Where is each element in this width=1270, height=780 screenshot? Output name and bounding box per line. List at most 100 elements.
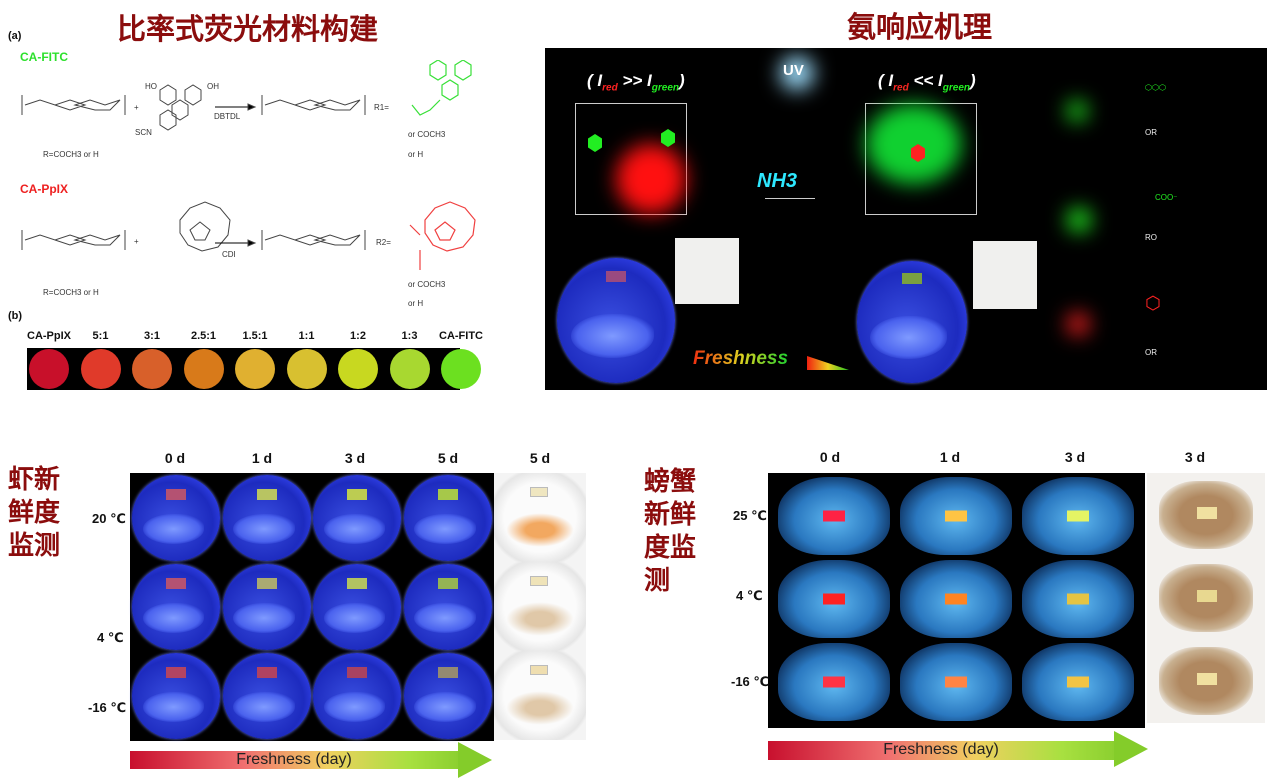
sensor-strip [530,576,548,586]
freshness-triangle [807,356,849,370]
shrimp-uv-plate [313,564,401,650]
shrimp-daylight-photo [494,473,586,562]
green-unit-deprotonated-icon [1067,208,1091,232]
or-h-2: or H [408,299,424,308]
green-fluorophore [588,134,602,152]
uv-lamp-glow [780,56,814,90]
shrimp-uv-plate [132,564,220,650]
r2-equals: R2= [376,238,391,247]
shrimp-body [506,513,574,547]
shrimp-image [233,602,295,633]
sensor-strip [530,487,548,497]
crab-row-temperature: 4 ℃ [736,588,763,603]
sensor-strip [945,510,967,522]
section-title-mechanism: 氨响应机理 [847,10,993,44]
sensor-strip [530,665,548,675]
ratio-label: 3:1 [144,330,160,342]
shrimp-column-header: 3 d [344,450,366,466]
fitc-structure: ⬡⬡⬡ [1145,83,1166,92]
shrimp-uv-plate [313,653,401,739]
crab-section-title: 螃蟹新鲜度监测 [644,467,697,596]
oh-group: OH [207,82,219,91]
sensor-strip [823,510,845,522]
cellulose-structure-1: OR [1145,128,1157,137]
shrimp-image [142,691,205,722]
cellulose-structure-2: RO [1145,233,1157,242]
ratio-color-dot [338,349,378,389]
crab-uv-image [1022,477,1134,555]
shrimp-column-header: 5 d [437,450,459,466]
sensor-strip [256,577,277,589]
ratio-color-dot [441,349,481,389]
sensor-strip [1197,673,1217,685]
shrimp-column-header: 5 d [529,450,551,466]
shrimp-uv-plate [222,564,311,650]
shrimp-plate-fresh [557,258,675,383]
shrimp-row-temperature: 4 ℃ [97,630,124,645]
ratio-color-dot [29,349,69,389]
nh3-label: NH3 [757,170,798,192]
shrimp-uv-plate [403,475,492,561]
plus-sign-2: + [134,237,139,246]
ratio-red-dominant: ( Ired >> Igreen) [587,71,685,94]
ratio-color-dot [389,349,430,389]
shrimp-uv-plate [132,475,220,561]
ca-pplx-label: CA-PpIX [20,182,68,196]
ratio-series: CA-PpIX 5:1 3:1 2.5:1 1.5:1 1:1 1:2 1:3 CA-FITC [0,0,540,400]
shrimp-body [506,602,574,636]
sensor-strip [166,577,186,589]
shrimp-row-temperature: -16 ℃ [88,700,127,715]
ratio-green-dominant: ( Ired << Igreen) [878,71,976,94]
mechanism-panel: UV ( Ired >> Igreen) ( Ired << Igreen) N… [545,48,1267,390]
crab-uv-image [1022,643,1134,721]
green-glow [866,104,961,184]
sensor-strip [823,676,845,688]
r1-equals: R1= [374,103,389,112]
sensor-strip [823,593,845,605]
section-title-construction: 比率式荧光材料构建 [117,12,379,46]
ca-fitc-label: CA-FITC [20,50,68,64]
sensor-strip [945,593,967,605]
crab-daylight-photo [1147,473,1265,557]
crab-column-header: 1 d [939,449,961,465]
r-definition-2: R=COCH3 or H [43,288,99,297]
sensor-strip [166,666,186,678]
crab-uv-image [900,643,1012,721]
crab-uv-image [900,560,1012,638]
crab-uv-image [778,560,890,638]
ho-group: HO [145,82,157,91]
shrimp-image [414,602,476,633]
cellulose-structure-3: OR [1145,348,1157,357]
shrimp-plate-spoiled [857,261,967,383]
shrimp-uv-plate [403,564,492,650]
shrimp-arrow-label: Freshness (day) [236,751,352,768]
reagent-dbtdl: DBTDL [214,112,241,121]
plus-sign-1: + [134,103,139,112]
red-glow [616,144,686,214]
crab-column-header: 3 d [1064,449,1086,465]
sensor-strip [1197,590,1217,602]
shrimp-image [414,513,476,544]
sensor-strip [1067,593,1089,605]
shrimp-photo-spoiled [973,241,1037,309]
shrimp-image [233,691,295,722]
crab-uv-image [1022,560,1134,638]
crab-freshness-arrow: Freshness (day) [768,731,1148,769]
ratio-label: 5:1 [92,330,109,342]
ratio-color-dot [286,349,327,389]
sensor-strip [347,666,367,678]
sensor-strip [1067,510,1089,522]
panel-b-label: (b) [8,310,23,322]
shrimp-photo-fresh [675,238,739,304]
green-fluorophore [661,129,675,147]
ratio-color-dot [80,349,121,389]
shrimp-image [142,513,205,544]
shrimp-column-header: 0 d [164,450,186,466]
ratio-color-strip [27,348,481,390]
shrimp-uv-plate [222,475,311,561]
scn-group: SCN [135,128,152,137]
shrimp-image [414,691,476,722]
shrimp-daylight-photo [494,651,586,740]
green-unit-icon [1067,101,1087,121]
ratio-label: CA-FITC [439,330,483,342]
